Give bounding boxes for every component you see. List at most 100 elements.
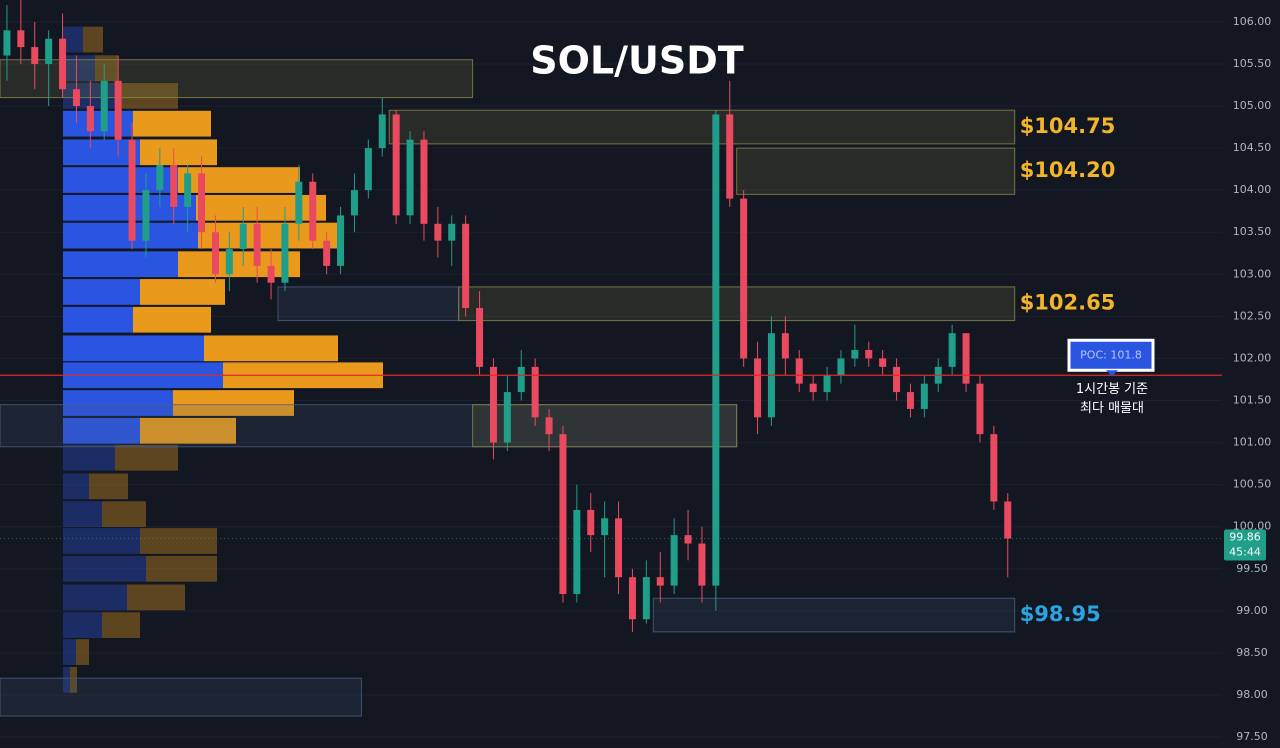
profile-buy-bar bbox=[63, 528, 140, 554]
candle-body bbox=[976, 383, 984, 435]
candle-body bbox=[531, 366, 539, 418]
candle-body bbox=[364, 148, 372, 191]
profile-sell-bar bbox=[120, 83, 178, 109]
profile-sell-bar bbox=[83, 26, 103, 53]
candle-body bbox=[225, 249, 233, 275]
profile-sell-bar bbox=[140, 279, 225, 305]
candle-body bbox=[698, 543, 706, 586]
zone bbox=[0, 59, 474, 99]
candle-body bbox=[851, 350, 859, 359]
candle-body bbox=[656, 577, 664, 586]
y-tick-label: 97.50 bbox=[1236, 730, 1268, 743]
profile-buy-bar bbox=[63, 417, 140, 444]
candle-body bbox=[809, 383, 817, 393]
candle-body bbox=[754, 358, 762, 418]
candle-body bbox=[156, 164, 164, 191]
candle-body bbox=[309, 181, 317, 241]
profile-buy-bar bbox=[63, 501, 102, 527]
profile-buy-bar bbox=[63, 139, 140, 166]
candle-body bbox=[462, 223, 470, 308]
candle-body bbox=[906, 392, 914, 409]
zone bbox=[458, 286, 1016, 322]
candle-body bbox=[211, 232, 219, 275]
candle-body bbox=[962, 333, 970, 384]
poc-note: 최다 매물대 bbox=[1080, 401, 1144, 416]
zone bbox=[388, 109, 1016, 145]
profile-buy-bar bbox=[63, 390, 173, 416]
candle-body bbox=[420, 139, 428, 224]
profile-sell-bar bbox=[127, 584, 185, 611]
y-tick-label: 105.50 bbox=[1233, 57, 1272, 70]
y-tick-label: 101.50 bbox=[1233, 394, 1272, 407]
poc-pointer bbox=[1106, 370, 1118, 377]
candle-body bbox=[45, 38, 53, 64]
candle-body bbox=[17, 30, 25, 48]
candle-body bbox=[100, 80, 108, 132]
profile-sell-bar bbox=[204, 335, 338, 362]
profile-buy-bar bbox=[63, 584, 127, 611]
candle-body bbox=[434, 223, 442, 241]
candle-body bbox=[86, 106, 94, 132]
y-tick-label: 102.50 bbox=[1233, 309, 1272, 322]
profile-sell-bar bbox=[146, 555, 217, 582]
candle-body bbox=[795, 358, 803, 384]
candle-body bbox=[573, 509, 581, 595]
profile-buy-bar bbox=[63, 26, 83, 53]
profile-sell-bar bbox=[102, 612, 140, 639]
y-tick-label: 100.50 bbox=[1233, 478, 1272, 491]
candle-body bbox=[740, 198, 748, 359]
last-price-label: 99.86 bbox=[1229, 530, 1261, 543]
candle-body bbox=[1004, 501, 1012, 539]
y-tick-label: 104.50 bbox=[1233, 141, 1272, 154]
profile-sell-bar bbox=[95, 55, 118, 82]
candle-body bbox=[392, 114, 400, 216]
zone bbox=[0, 677, 362, 717]
candle-body bbox=[295, 181, 303, 224]
candle-body bbox=[142, 190, 150, 241]
candle-body bbox=[378, 114, 386, 149]
candle-body bbox=[517, 366, 525, 393]
candle-body bbox=[198, 173, 206, 233]
candle-body bbox=[337, 215, 345, 266]
profile-buy-bar bbox=[63, 444, 115, 471]
profile-sell-bar bbox=[140, 528, 217, 554]
profile-sell-bar bbox=[89, 473, 128, 500]
candle-body bbox=[184, 173, 192, 207]
candle-body bbox=[489, 366, 497, 443]
countdown-label: 45:44 bbox=[1229, 545, 1261, 558]
candle-body bbox=[448, 223, 456, 241]
y-tick-label: 99.50 bbox=[1236, 562, 1268, 575]
profile-sell-bar bbox=[196, 194, 326, 221]
profile-buy-bar bbox=[63, 666, 70, 693]
profile-buy-bar bbox=[63, 251, 178, 278]
y-tick-label: 99.00 bbox=[1236, 604, 1268, 617]
y-tick-label: 98.50 bbox=[1236, 646, 1268, 659]
candle-body bbox=[670, 535, 678, 586]
profile-sell-bar bbox=[70, 666, 77, 693]
profile-buy-bar bbox=[63, 335, 204, 362]
candle-body bbox=[587, 509, 595, 536]
profile-buy-bar bbox=[63, 639, 76, 665]
y-tick-label: 105.00 bbox=[1233, 99, 1272, 112]
candle-body bbox=[990, 434, 998, 502]
profile-sell-bar bbox=[173, 390, 294, 416]
chart-title: SOL/USDT bbox=[530, 39, 744, 83]
candle-body bbox=[559, 434, 567, 595]
last-price-box bbox=[1224, 529, 1266, 561]
candle-body bbox=[642, 577, 650, 620]
profile-buy-bar bbox=[63, 555, 146, 582]
candle-body bbox=[267, 265, 275, 283]
candle-body bbox=[31, 47, 39, 64]
profile-sell-bar bbox=[133, 110, 211, 137]
poc-note: 1시간봉 기준 bbox=[1076, 382, 1148, 397]
poc-label: POC: 101.8 bbox=[1080, 348, 1142, 361]
zone bbox=[736, 147, 1016, 195]
y-tick-label: 104.00 bbox=[1233, 183, 1272, 196]
profile-buy-bar bbox=[63, 83, 120, 109]
candle-body bbox=[684, 535, 692, 544]
candle-body bbox=[239, 223, 247, 250]
profile-buy-bar bbox=[63, 612, 102, 639]
candle-body bbox=[781, 333, 789, 359]
candle-body bbox=[628, 577, 636, 620]
